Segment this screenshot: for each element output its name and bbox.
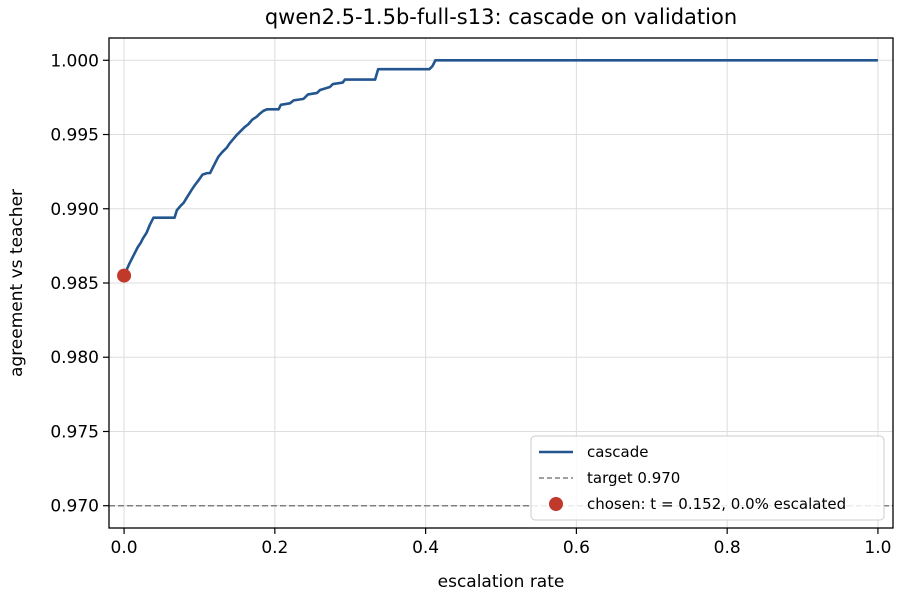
- x-axis-ticks: 0.0 0.2 0.4 0.6 0.8 1.0: [111, 528, 891, 558]
- y-axis-label: agreement vs teacher: [7, 189, 27, 377]
- legend-label-chosen: chosen: t = 0.152, 0.0% escalated: [587, 495, 846, 513]
- legend-swatch-chosen: [549, 497, 563, 511]
- y-axis-ticks: 0.970 0.975 0.980 0.985 0.990 0.995 1.000: [50, 51, 109, 517]
- y-tick-label: 0.975: [50, 422, 99, 442]
- x-tick-label: 0.0: [111, 538, 138, 558]
- x-tick-label: 0.6: [563, 538, 590, 558]
- x-tick-label: 1.0: [864, 538, 891, 558]
- x-axis-label: escalation rate: [438, 572, 565, 592]
- x-tick-label: 0.2: [261, 538, 288, 558]
- legend-label-target: target 0.970: [587, 469, 680, 487]
- series-layer: [122, 58, 878, 277]
- legend: cascade target 0.970 chosen: t = 0.152, …: [530, 435, 885, 521]
- y-tick-label: 0.980: [50, 348, 99, 368]
- legend-label-cascade: cascade: [587, 443, 648, 461]
- y-tick-label: 0.970: [50, 497, 99, 517]
- chart-title: qwen2.5-1.5b-full-s13: cascade on valida…: [265, 5, 737, 29]
- chosen-point: [117, 268, 132, 283]
- series-line-cascade: [122, 58, 878, 277]
- y-tick-label: 1.000: [50, 51, 99, 71]
- marker-layer: [117, 268, 132, 283]
- y-tick-label: 0.995: [50, 126, 99, 146]
- y-tick-label: 0.990: [50, 200, 99, 220]
- legend-box: [530, 435, 885, 521]
- x-tick-label: 0.4: [412, 538, 439, 558]
- y-tick-label: 0.985: [50, 274, 99, 294]
- x-tick-label: 0.8: [714, 538, 741, 558]
